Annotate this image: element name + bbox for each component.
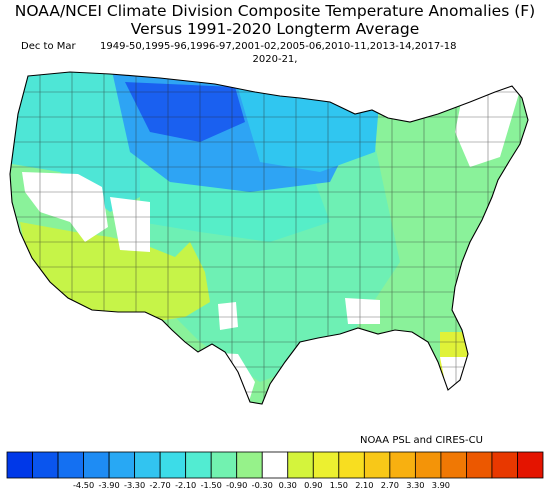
legend-color-box: [57, 451, 84, 479]
credit-label: NOAA PSL and CIRES-CU: [360, 435, 483, 446]
legend-tick-label: -3.90: [99, 480, 120, 490]
legend-color-box: [338, 451, 365, 479]
legend-color-box: [159, 451, 187, 479]
legend-tick-label: 0.30: [279, 480, 297, 490]
legend-tick-label: 1.50: [330, 480, 348, 490]
legend-tick-label: -0.90: [226, 480, 247, 490]
legend-tick-label: -3.30: [124, 480, 145, 490]
us-anomaly-map: [9, 71, 529, 405]
color-scale-legend: -4.50 -3.90 -3.30 -2.70 -2.10 -1.50 -0.90 -0.30…: [6, 451, 544, 490]
legend-tick-label: 3.30: [406, 480, 424, 490]
map-title-line1: NOAA/NCEI Climate Division Composite Tem…: [14, 2, 536, 20]
legend-color-box: [517, 451, 544, 479]
legend-tick-label: 2.10: [355, 480, 373, 490]
legend-color-box: [134, 451, 161, 479]
legend-color-box: [440, 451, 467, 479]
legend-color-box: [32, 451, 59, 479]
legend-color-box: [210, 451, 238, 479]
legend-tick-label: -4.50: [73, 480, 94, 490]
legend-color-box: [363, 451, 391, 479]
legend-color-box: [414, 451, 442, 479]
legend-color-box: [6, 451, 33, 479]
legend-color-box: [261, 451, 289, 479]
legend-tick-label: 0.90: [304, 480, 322, 490]
legend-tick-label: 2.70: [381, 480, 399, 490]
legend-color-box: [287, 451, 314, 479]
legend-color-box: [312, 451, 340, 479]
composite-years-line2: 2020-21,: [252, 54, 298, 65]
map-region-north-plains-core: [125, 82, 245, 142]
composite-years-line1: 1949-50,1995-96,1996-97,2001-02,2005-06,…: [100, 41, 457, 52]
period-label: Dec to Mar: [21, 41, 76, 52]
legend-color-box: [389, 451, 416, 479]
legend-tick-label: -1.50: [201, 480, 222, 490]
legend-tick-label: 3.90: [432, 480, 450, 490]
legend-tick-label: -0.30: [252, 480, 273, 490]
legend-tick-label: -2.10: [175, 480, 196, 490]
legend-color-box: [466, 451, 493, 479]
map-region-pacific-northwest: [10, 72, 150, 212]
legend-tick-label: -2.70: [150, 480, 171, 490]
legend-color-box: [185, 451, 212, 479]
legend-color-box: [108, 451, 136, 479]
legend-color-box: [491, 451, 518, 479]
map-title-line2: Versus 1991-2020 Longterm Average: [130, 20, 420, 38]
legend-color-box: [83, 451, 110, 479]
legend-color-box: [236, 451, 263, 479]
